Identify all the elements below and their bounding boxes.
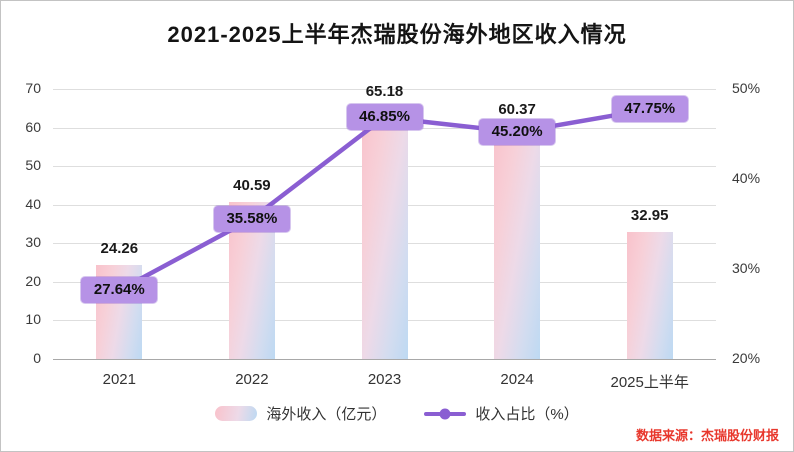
line-value-label: 27.64% — [81, 277, 158, 304]
line-value-label: 47.75% — [611, 96, 688, 123]
left-axis-tick: 0 — [33, 350, 41, 366]
x-axis-label: 2025上半年 — [610, 374, 689, 391]
x-axis-label: 2021 — [102, 371, 136, 388]
bar — [361, 107, 408, 359]
left-axis-tick: 50 — [25, 157, 41, 174]
left-axis-tick: 60 — [25, 118, 41, 135]
right-axis-tick: 20% — [732, 350, 761, 366]
line-value-label: 35.58% — [213, 205, 290, 232]
left-axis-tick: 10 — [25, 311, 41, 328]
bar-value-label: 24.26 — [100, 240, 139, 258]
bar-value-label: 32.95 — [630, 206, 669, 224]
left-axis-tick: 30 — [25, 234, 41, 251]
left-axis-tick: 70 — [25, 80, 41, 96]
x-axis-label: 2023 — [367, 371, 402, 388]
x-axis-label: 2022 — [235, 371, 269, 388]
line-value-label: 46.85% — [346, 104, 423, 131]
bar-value-label: 65.18 — [365, 82, 404, 100]
line-legend-label: 收入占比（%） — [475, 406, 579, 423]
left-axis-tick: 20 — [25, 272, 41, 289]
line-value-label: 45.20% — [479, 119, 556, 146]
gridline — [53, 359, 716, 360]
legend-item-line: 收入占比（%） — [424, 403, 579, 424]
bar-value-label: 40.59 — [233, 177, 271, 195]
x-axis-label: 2024 — [500, 371, 534, 388]
bar — [494, 126, 541, 359]
bar-legend-swatch — [215, 406, 258, 421]
right-axis-tick: 40% — [732, 170, 761, 186]
right-axis-tick: 50% — [732, 80, 761, 96]
legend-item-bar: 海外收入（亿元） — [215, 403, 386, 424]
gridline — [53, 89, 716, 90]
bar-legend-label: 海外收入（亿元） — [266, 406, 387, 423]
right-axis-tick: 30% — [732, 260, 761, 276]
line-legend-swatch — [424, 408, 467, 419]
left-axis-tick: 40 — [25, 195, 41, 212]
chart-title: 2021-2025上半年杰瑞股份海外地区收入情况 — [167, 22, 627, 47]
legend: 海外收入（亿元） 收入占比（%） — [1, 403, 793, 424]
bar-value-label: 60.37 — [498, 101, 536, 119]
data-source: 数据来源：杰瑞股份财报 — [635, 428, 779, 443]
line-legend-dot-icon — [439, 408, 451, 419]
bar — [626, 231, 673, 359]
